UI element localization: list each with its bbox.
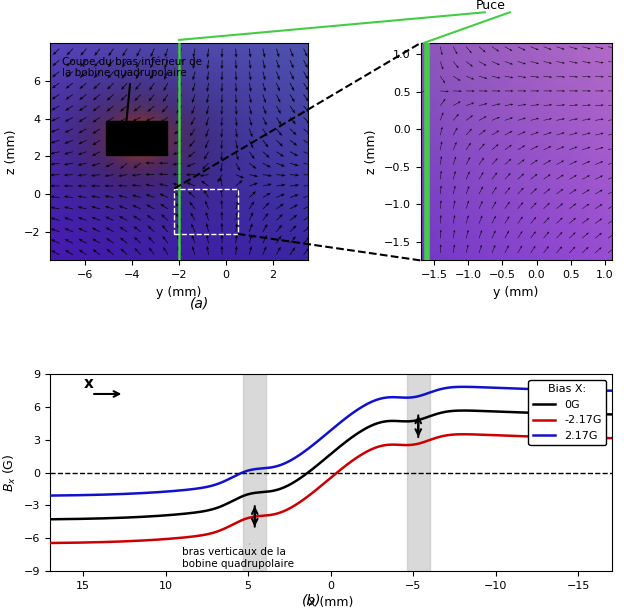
-2.17G [373, 444, 380, 451]
0G [473, 407, 480, 414]
Line: -2.17G: -2.17G [50, 434, 612, 543]
Bar [106, 122, 167, 155]
Y-axis label: z (mm): z (mm) [5, 130, 18, 174]
0G [530, 410, 538, 417]
0G [404, 418, 411, 425]
Y-axis label: $B_x$ (G): $B_x$ (G) [2, 453, 18, 492]
Bar [243, 375, 266, 571]
-2.17G [459, 430, 467, 438]
Bar [407, 375, 430, 571]
2.17G [387, 394, 394, 401]
Legend: 0G, -2.17G, 2.17G: 0G, -2.17G, 2.17G [529, 380, 606, 445]
Text: (a): (a) [190, 297, 209, 311]
0G [608, 411, 615, 418]
-2.17G [530, 433, 538, 440]
2.17G [80, 491, 88, 499]
0G [373, 420, 380, 427]
2.17G [530, 386, 538, 393]
Text: (b): (b) [302, 594, 322, 608]
Text: $\mathbf{x}$: $\mathbf{x}$ [83, 376, 95, 391]
2.17G [46, 492, 54, 499]
-2.17G [80, 539, 88, 546]
2.17G [608, 387, 615, 394]
X-axis label: x (mm): x (mm) [308, 596, 353, 609]
Text: Coupe du bras inférieur de
la bobine quadrupolaire: Coupe du bras inférieur de la bobine qua… [62, 56, 202, 131]
Text: bras verticaux de la
bobine quadrupolaire: bras verticaux de la bobine quadrupolair… [182, 544, 294, 569]
X-axis label: y (mm): y (mm) [494, 286, 539, 298]
2.17G [473, 383, 480, 391]
0G [46, 516, 54, 523]
2.17G [459, 383, 467, 391]
0G [80, 515, 88, 523]
0G [459, 407, 467, 414]
-2.17G [608, 435, 615, 442]
-2.17G [387, 441, 394, 448]
2.17G [373, 396, 380, 403]
2.17G [404, 394, 411, 402]
Text: Puce: Puce [476, 0, 506, 12]
0G [387, 418, 394, 425]
Line: 2.17G: 2.17G [50, 387, 612, 495]
-2.17G [473, 431, 480, 438]
X-axis label: y (mm): y (mm) [157, 286, 202, 298]
-2.17G [46, 539, 54, 546]
Line: 0G: 0G [50, 411, 612, 519]
Bar [174, 188, 238, 234]
-2.17G [404, 441, 411, 449]
Y-axis label: z (mm): z (mm) [365, 130, 378, 174]
